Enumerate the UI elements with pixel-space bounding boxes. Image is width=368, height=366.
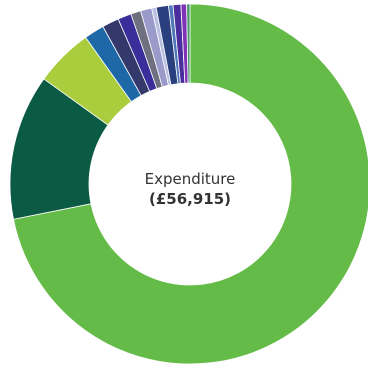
donut-slice-14 bbox=[186, 3, 191, 84]
donut-slice-1 bbox=[13, 3, 368, 365]
center-title: Expenditure bbox=[144, 170, 236, 188]
center-value: (£56,915) bbox=[148, 190, 232, 208]
